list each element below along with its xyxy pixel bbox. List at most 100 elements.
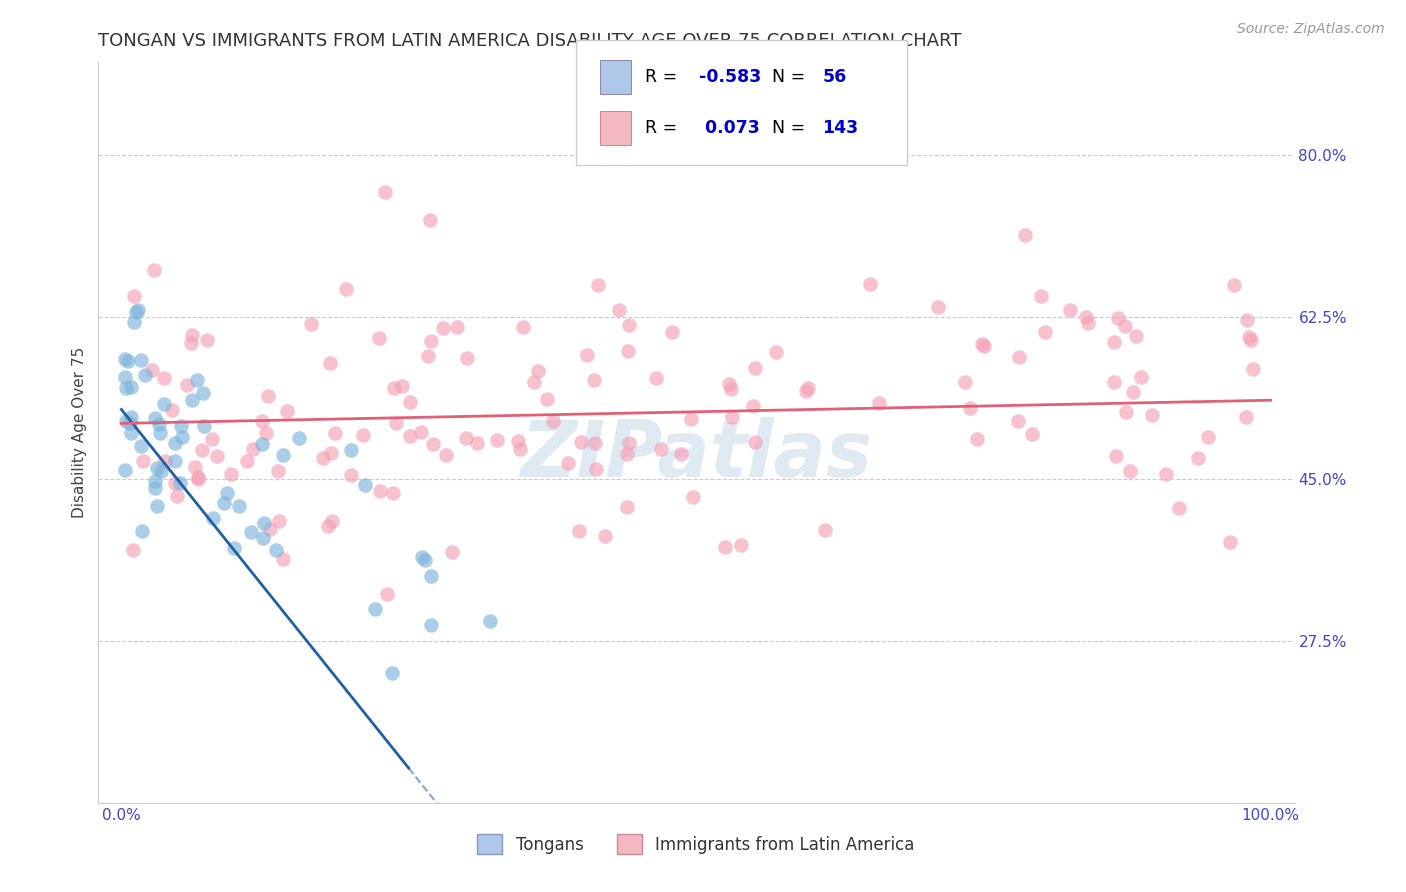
Point [797, 381, 820, 395]
Point [193, 419, 215, 434]
Point [353, 477, 375, 491]
Point [143, 481, 166, 495]
Point [125, 305, 148, 319]
Point [382, 381, 405, 395]
Text: R =: R = [645, 68, 683, 86]
Point [195, 333, 218, 347]
Point [187, 470, 209, 484]
Point [205, 450, 228, 464]
Point [1074, 310, 1097, 324]
Point [1197, 430, 1219, 444]
Point [163, 436, 186, 450]
Point [720, 382, 742, 396]
Point [681, 412, 703, 426]
Point [148, 417, 170, 432]
Point [650, 442, 672, 456]
Point [1234, 409, 1257, 424]
Point [312, 451, 335, 466]
Point [972, 336, 994, 351]
Point [953, 375, 976, 389]
Point [859, 277, 882, 292]
Text: 56: 56 [823, 68, 846, 86]
Point [1059, 303, 1081, 318]
Point [588, 278, 610, 293]
Point [1014, 228, 1036, 243]
Point [319, 446, 342, 460]
Point [486, 433, 509, 447]
Point [176, 377, 198, 392]
Point [434, 448, 457, 462]
Point [1033, 325, 1056, 339]
Point [1102, 375, 1125, 389]
Point [868, 396, 890, 410]
Point [1125, 329, 1147, 343]
Point [1115, 405, 1137, 419]
Point [409, 425, 432, 439]
Point [153, 454, 176, 468]
Point [557, 456, 579, 470]
Point [222, 541, 245, 555]
Point [228, 499, 250, 513]
Point [201, 432, 224, 446]
Point [239, 524, 262, 539]
Point [250, 414, 273, 428]
Point [367, 331, 389, 345]
Point [122, 543, 145, 558]
Point [617, 344, 640, 359]
Point [114, 462, 136, 476]
Point [669, 447, 692, 461]
Point [576, 348, 599, 362]
Point [129, 353, 152, 368]
Text: Source: ZipAtlas.com: Source: ZipAtlas.com [1237, 22, 1385, 37]
Text: ZIPatlas: ZIPatlas [520, 417, 872, 493]
Point [744, 360, 766, 375]
Point [120, 425, 142, 440]
Point [132, 454, 155, 468]
Point [744, 435, 766, 450]
Point [187, 471, 209, 485]
Point [143, 411, 166, 425]
Point [127, 303, 149, 318]
Point [959, 401, 981, 415]
Point [202, 511, 225, 525]
Text: TONGAN VS IMMIGRANTS FROM LATIN AMERICA DISABILITY AGE OVER 75 CORRELATION CHART: TONGAN VS IMMIGRANTS FROM LATIN AMERICA … [98, 32, 962, 50]
Point [966, 433, 988, 447]
Point [271, 448, 294, 462]
Point [214, 496, 236, 510]
Point [399, 429, 422, 443]
Point [153, 371, 176, 385]
Point [814, 523, 837, 537]
Point [340, 442, 363, 457]
Point [1122, 384, 1144, 399]
Point [543, 414, 565, 428]
Point [180, 335, 202, 350]
Point [131, 524, 153, 538]
Point [191, 442, 214, 457]
Point [319, 356, 342, 370]
Point [335, 282, 357, 296]
Point [181, 393, 204, 408]
Point [523, 375, 546, 389]
Text: 143: 143 [823, 119, 859, 136]
Point [420, 569, 443, 583]
Point [267, 464, 290, 478]
Point [142, 262, 165, 277]
Point [146, 499, 169, 513]
Point [569, 435, 592, 450]
Point [794, 384, 817, 398]
Legend: Tongans, Immigrants from Latin America: Tongans, Immigrants from Latin America [471, 828, 921, 861]
Point [120, 409, 142, 424]
Point [1077, 316, 1099, 330]
Point [267, 515, 290, 529]
Point [321, 514, 343, 528]
Point [391, 379, 413, 393]
Point [377, 587, 399, 601]
Text: N =: N = [772, 68, 811, 86]
Point [432, 321, 454, 335]
Point [593, 529, 616, 543]
Point [288, 431, 311, 445]
Point [184, 460, 207, 475]
Point [273, 552, 295, 566]
Point [340, 468, 363, 483]
Point [1241, 361, 1264, 376]
